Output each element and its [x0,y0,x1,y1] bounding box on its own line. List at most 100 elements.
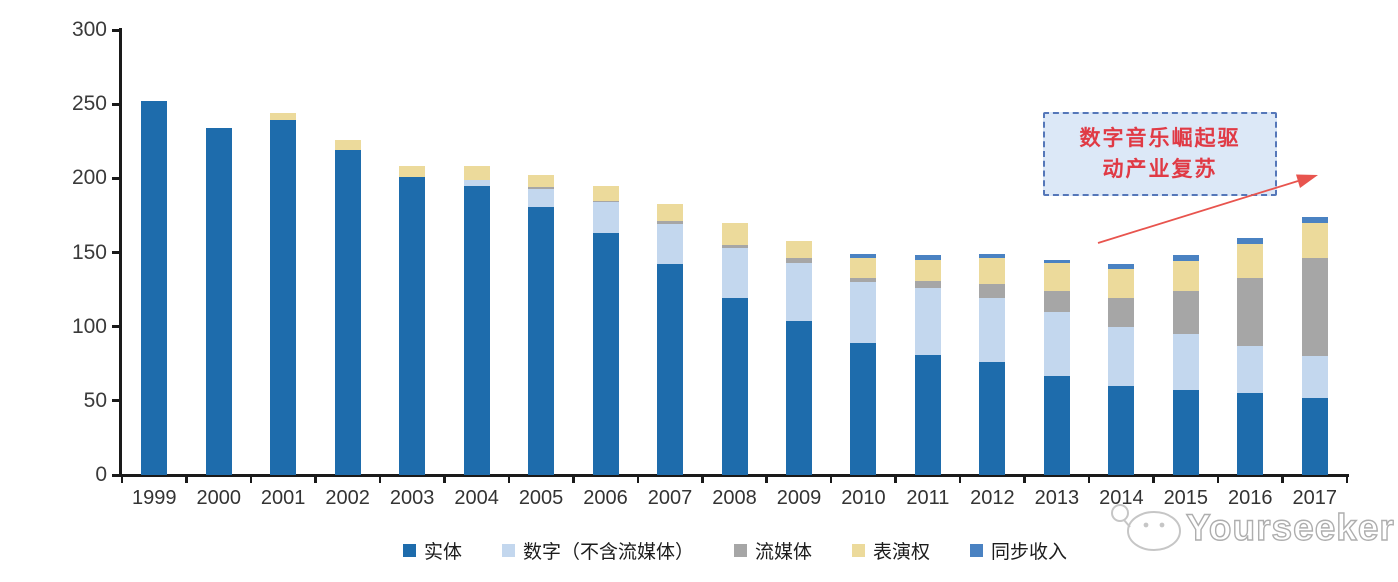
y-axis-tick [112,325,120,329]
x-axis-tick [636,475,640,483]
legend-label: 数字（不含流媒体） [522,542,694,563]
bar-segment-数字（不含流媒体）-2011 [914,288,941,355]
y-axis-tick [112,102,120,106]
x-axis-tick-label: 2010 [841,487,886,509]
x-axis-tick-label: 2007 [647,487,693,509]
annotation-callout: 数字音乐崛起驱 动产业复苏 [1043,112,1277,196]
bar-segment-实体-2002 [334,150,361,475]
bar-segment-实体-2001 [270,120,297,475]
watermark-text: Yourseeker [1185,507,1395,548]
bar-segment-数字（不含流媒体）-2015 [1172,334,1199,391]
bar-segment-实体-2013 [1043,375,1070,475]
y-axis-tick-label: 50 [83,388,107,412]
bar-segment-实体-2010 [850,342,877,475]
bar-segment-实体-1999 [141,101,168,475]
x-axis-tick-label: 2006 [583,487,628,509]
legend-swatch [852,544,865,557]
bar-segment-数字（不含流媒体）-2007 [657,224,684,265]
bar-segment-数字（不含流媒体）-2012 [979,298,1006,363]
bar-segment-流媒体-2005 [528,187,555,189]
bar-segment-实体-2008 [721,298,748,475]
x-axis-tick [507,475,511,483]
bar-segment-表演权-2017 [1301,222,1328,259]
y-axis-tick-label: 0 [95,463,107,486]
x-axis-tick [1216,475,1220,483]
bar-segment-表演权-2004 [463,166,490,180]
bar-segment-同步收入-2012 [979,253,1006,259]
y-axis-tick-label: 200 [71,166,107,190]
bar-segment-同步收入-2011 [914,255,941,260]
legend-swatch [970,544,984,557]
y-axis-tick-label: 250 [71,92,107,116]
bar-segment-实体-2017 [1301,397,1328,475]
bar-segment-同步收入-2017 [1301,216,1328,223]
bar-segment-实体-2004 [463,185,490,475]
bar-segment-表演权-2009 [785,240,812,259]
bar-segment-流媒体-2011 [914,280,941,289]
legend-item-数字（不含流媒体）: 数字（不含流媒体） [501,537,694,564]
bar-segment-实体-2011 [914,354,941,475]
x-axis-tick [1023,475,1026,483]
x-axis-tick-label: 2008 [712,487,757,509]
x-axis-tick-label: 2017 [1292,487,1338,509]
x-axis-tick [120,475,124,483]
bar-segment-表演权-2005 [528,175,555,188]
bar-segment-实体-2012 [979,362,1006,475]
x-axis-tick-label: 2002 [325,487,370,509]
legend-label: 表演权 [873,542,931,563]
bar-segment-实体-2015 [1172,390,1199,475]
annotation-line1: 数字音乐崛起驱 [1079,126,1241,150]
y-axis-tick [112,399,120,403]
annotation-line2: 动产业复苏 [1102,157,1218,181]
bar-segment-流媒体-2009 [785,258,812,263]
legend-swatch [733,544,747,557]
x-axis-tick-label: 2015 [1163,487,1209,509]
bar-segment-表演权-2006 [592,185,619,201]
bar-segment-流媒体-2006 [592,200,619,203]
legend-label: 流媒体 [754,542,812,563]
bar-segment-实体-2000 [205,127,232,475]
bar-segment-数字（不含流媒体）-2006 [592,202,619,234]
bar-segment-同步收入-2015 [1172,255,1199,262]
legend-swatch [402,544,416,557]
bar-segment-表演权-2015 [1172,261,1199,292]
x-axis-tick [1345,475,1349,483]
bar-segment-实体-2016 [1237,393,1264,475]
bar-segment-表演权-2011 [914,259,941,281]
bar-segment-流媒体-2007 [657,221,684,225]
bar-segment-数字（不含流媒体）-2009 [785,262,812,321]
bar-segment-数字（不含流媒体）-2004 [463,179,490,186]
bar-segment-实体-2007 [657,264,684,475]
bar-segment-流媒体-2015 [1172,291,1199,335]
y-axis-tick [112,176,120,180]
x-axis-tick-label: 2011 [906,487,950,509]
x-axis-tick-label: 2001 [260,487,306,509]
bar-segment-数字（不含流媒体）-2014 [1108,326,1135,386]
x-axis-tick-label: 1999 [131,487,177,509]
bar-segment-表演权-2010 [850,258,877,278]
legend-label: 实体 [423,542,462,563]
legend-label: 同步收入 [991,542,1068,563]
y-axis-tick-label: 300 [71,18,107,41]
bar-segment-流媒体-2013 [1043,291,1070,312]
legend: 实体 数字（不含流媒体） 流媒体 表演权 同步收入 [122,537,1348,564]
y-axis-tick-label: 150 [71,240,107,264]
x-axis-tick [1152,475,1155,483]
bar-segment-流媒体-2012 [979,283,1006,299]
x-axis-tick [378,475,382,483]
bar-segment-数字（不含流媒体）-2010 [850,282,877,343]
bar-segment-表演权-2016 [1237,243,1264,278]
bar-segment-表演权-2008 [721,222,748,246]
watermark: Yourseeker [1108,498,1398,558]
x-axis-tick [443,475,446,483]
legend-item-表演权: 表演权 [852,537,930,564]
legend-swatch [501,544,515,557]
bar-segment-实体-2014 [1108,386,1135,475]
bar-segment-数字（不含流媒体）-2008 [721,248,748,299]
bar-segment-流媒体-2016 [1237,277,1264,346]
bar-segment-数字（不含流媒体）-2005 [528,188,555,207]
x-axis-tick-label: 2009 [776,487,822,509]
bar-segment-表演权-2012 [979,258,1006,284]
bar-segment-表演权-2013 [1043,262,1070,292]
x-axis-tick [701,475,704,483]
